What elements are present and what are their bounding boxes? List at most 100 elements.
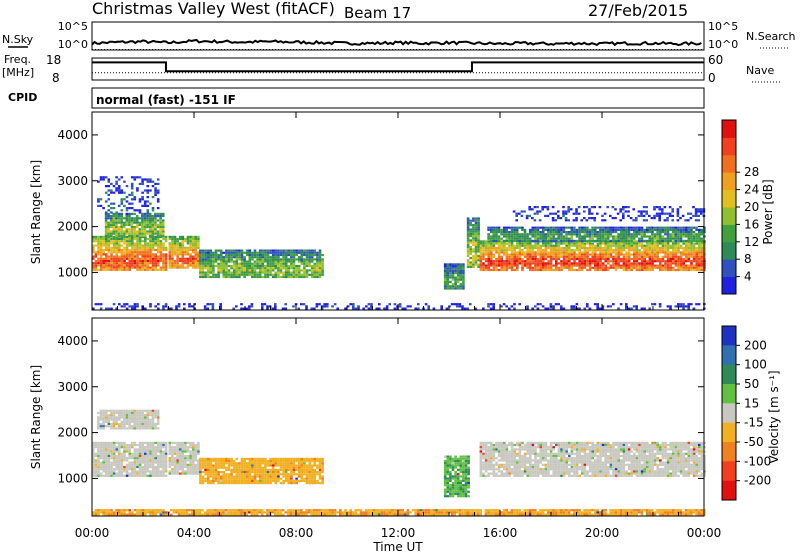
echo-cell xyxy=(253,273,257,276)
echo-cell xyxy=(567,233,571,236)
echo-cell xyxy=(508,244,511,247)
echo-cell xyxy=(627,257,631,261)
echo-cell xyxy=(687,246,691,250)
echo-cell xyxy=(619,235,623,238)
echo-cell xyxy=(596,307,599,310)
echo-cell xyxy=(120,409,124,412)
echo-cell xyxy=(300,275,304,279)
echo-cell xyxy=(212,273,215,276)
echo-cell xyxy=(635,226,639,229)
echo-cell xyxy=(609,226,613,229)
echo-cell xyxy=(279,275,283,279)
echo-cell xyxy=(568,264,571,267)
echo-cell xyxy=(565,249,568,252)
echo-cell xyxy=(633,242,636,245)
echo-cell xyxy=(199,273,202,276)
echo-cell xyxy=(669,260,672,263)
echo-cell xyxy=(679,237,683,240)
echo-cell xyxy=(287,468,291,471)
echo-cell xyxy=(107,414,111,417)
echo-cell xyxy=(230,256,233,259)
echo-cell xyxy=(225,256,228,259)
echo-cell xyxy=(159,232,162,235)
echo-cell xyxy=(593,219,596,222)
echo-cell xyxy=(316,271,319,274)
echo-cell xyxy=(282,260,285,263)
echo-cell xyxy=(181,443,185,447)
echo-cell xyxy=(238,258,241,261)
echo-cell xyxy=(104,176,108,179)
echo-cell xyxy=(104,211,108,214)
echo-cell xyxy=(690,242,693,245)
echo-cell xyxy=(130,425,134,428)
echo-cell xyxy=(583,264,587,267)
echo-cell xyxy=(128,452,131,455)
echo-cell xyxy=(646,262,649,265)
echo-cell xyxy=(157,441,160,444)
echo-cell xyxy=(700,255,704,258)
echo-cell xyxy=(653,237,657,240)
echo-cell xyxy=(482,244,485,247)
echo-cell xyxy=(199,262,202,265)
echo-cell xyxy=(536,233,540,236)
echo-cell xyxy=(274,464,278,467)
echo-cell xyxy=(604,231,607,234)
echo-cell xyxy=(549,228,553,231)
echo-cell xyxy=(472,237,475,240)
echo-cell xyxy=(162,468,165,471)
echo-cell xyxy=(154,450,157,453)
echo-cell xyxy=(617,244,620,247)
echo-cell xyxy=(123,446,126,449)
echo-cell xyxy=(154,457,157,460)
echo-cell xyxy=(151,452,155,455)
echo-cell xyxy=(552,231,555,234)
echo-cell xyxy=(690,253,693,256)
echo-cell xyxy=(627,214,630,217)
echo-cell xyxy=(672,262,675,265)
echo-cell xyxy=(401,307,404,310)
echo-cell xyxy=(125,262,129,265)
echo-cell xyxy=(141,234,144,237)
echo-cell xyxy=(568,260,571,263)
echo-cell xyxy=(151,226,155,229)
echo-cell xyxy=(136,450,139,453)
echo-region-9 xyxy=(512,206,706,222)
echo-cell xyxy=(138,242,142,245)
echo-cell xyxy=(515,212,518,215)
echo-cell xyxy=(125,422,129,426)
echo-cell xyxy=(588,266,592,269)
echo-cell xyxy=(176,242,179,245)
echo-cell xyxy=(146,266,150,269)
echo-cell xyxy=(479,266,483,269)
echo-cell xyxy=(97,425,100,428)
echo-cell xyxy=(256,482,259,485)
echo-cell xyxy=(492,228,496,231)
echo-cell xyxy=(264,267,267,270)
echo-cell xyxy=(110,246,113,249)
echo-cell xyxy=(601,266,605,269)
echo-cell xyxy=(575,219,578,222)
echo-cell xyxy=(591,253,594,256)
echo-cell xyxy=(130,416,134,419)
echo-cell xyxy=(110,307,113,310)
echo-cell xyxy=(159,221,162,224)
echo-cell xyxy=(157,307,160,310)
echo-cell xyxy=(269,471,272,474)
echo-cell xyxy=(287,251,291,254)
echo-cell xyxy=(643,239,646,242)
echo-cell xyxy=(562,251,566,254)
echo-cell xyxy=(123,468,126,471)
echo-cell xyxy=(446,280,450,283)
echo-cell xyxy=(117,185,121,188)
echo-cell xyxy=(674,260,678,263)
echo-cell xyxy=(136,259,139,263)
echo-cell xyxy=(154,221,157,224)
echo-cell xyxy=(284,475,288,478)
echo-cell xyxy=(186,470,190,473)
echo-cell xyxy=(128,414,131,417)
echo-cell xyxy=(487,257,490,261)
echo-cell xyxy=(225,260,228,263)
echo-cell xyxy=(146,465,150,469)
echo-cell xyxy=(115,474,118,477)
echo-cell xyxy=(128,465,131,469)
